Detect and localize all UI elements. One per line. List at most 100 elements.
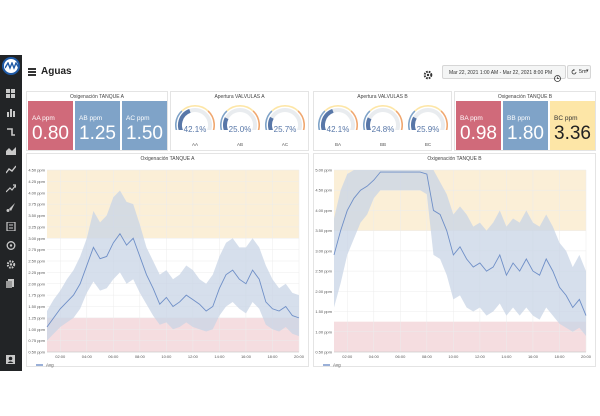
refresh-icon (571, 69, 577, 75)
y-tick-label: 3.25 ppm (28, 224, 45, 229)
trend-icon[interactable] (6, 184, 16, 193)
x-tick-label: 04:00 (82, 354, 93, 359)
tank-a-line-chart[interactable]: 0.50 ppm 0.75 ppm 1.00 ppm 1.25 ppm 1.50 ppm… (27, 154, 310, 368)
tank-b-stats-panel: Oxigenación TANQUE B BA ppm 0.98 BB ppm … (454, 91, 596, 151)
gauge-threshold-2 (207, 110, 215, 130)
gauge-threshold-2 (440, 110, 448, 130)
x-tick-label: 02:00 (342, 354, 353, 359)
x-tick-label: 02:00 (55, 354, 66, 359)
list-icon[interactable] (6, 222, 16, 231)
y-tick-label: 1.50 ppm (28, 304, 45, 309)
legend-label[interactable]: Avg (46, 363, 54, 368)
legend-label[interactable]: Avg (333, 363, 341, 368)
gauge-label: BA (334, 142, 341, 147)
dashboards-icon[interactable] (6, 89, 16, 98)
gauge-value: 42.1% (326, 125, 350, 134)
bar-chart-icon[interactable] (6, 108, 16, 117)
stat-value: 0.98 (460, 123, 497, 144)
valves-a-panel: Apertura VALVULAS A 42.1% AA 25.0% AB 25… (170, 91, 309, 151)
series-line-avg[interactable] (333, 171, 587, 316)
gauge-arc (265, 105, 305, 130)
panel-title[interactable]: Oxigenación TANQUE A (69, 94, 124, 100)
tank-a-stats-panel: Oxigenación TANQUE A AA ppm 0.80 AB ppm … (26, 91, 168, 151)
documents-icon[interactable] (6, 279, 16, 288)
x-tick-label: 14:00 (501, 354, 512, 359)
time-range-picker[interactable]: Mar 22, 2021 1:00 AM - Mar 22, 2021 8:00… (442, 65, 566, 79)
gauge-threshold-2 (395, 110, 403, 130)
x-tick-label: 20:00 (294, 354, 305, 359)
y-tick-label: 3.00 ppm (28, 236, 45, 241)
refresh-picker[interactable]: 5m ▾ (567, 65, 591, 79)
sidebar (0, 55, 22, 371)
gauge-threshold-1 (414, 105, 442, 112)
y-tick-label: 3.50 ppm (315, 228, 332, 233)
gauge-arc (363, 105, 403, 130)
y-tick-label: 0.75 ppm (28, 338, 45, 343)
gauge-threshold-0 (175, 110, 183, 130)
stat-label: AC ppm (126, 115, 150, 122)
y-tick-label: 4.50 ppm (315, 188, 332, 193)
gauge-bc: 25.9% BC (406, 100, 450, 150)
y-tick-label: 3.75 ppm (28, 202, 45, 207)
panel-title[interactable]: Oxigenación TANQUE B (427, 156, 482, 162)
gauge-threshold-0 (363, 110, 371, 130)
hamburger-icon[interactable] (28, 68, 36, 76)
y-tick-label: 1.75 ppm (28, 293, 45, 298)
dashboard-title[interactable]: Aguas (41, 66, 72, 77)
line-chart-icon[interactable] (6, 165, 16, 174)
y-tick-label: 2.25 ppm (28, 270, 45, 275)
gauge-fill (268, 116, 274, 130)
tank-b-chart-panel: Oxigenación TANQUE B 0.50 ppm 1.00 ppm 1.5… (313, 153, 597, 368)
y-tick-label: 3.50 ppm (28, 213, 45, 218)
gauge-threshold-0 (408, 110, 416, 130)
time-range-text: Mar 22, 2021 1:00 AM - Mar 22, 2021 8:00… (449, 70, 553, 76)
y-tick-label: 0.50 ppm (315, 350, 332, 355)
stat-bb: BB ppm 1.80 (503, 101, 548, 150)
panel-title[interactable]: Oxigenación TANQUE B (497, 94, 553, 100)
logo-icon[interactable] (2, 57, 20, 75)
panel-title[interactable]: Oxigenación TANQUE A (140, 156, 195, 162)
gauge-threshold-1 (324, 105, 352, 112)
area-chart-icon[interactable] (6, 146, 16, 155)
y-tick-label: 2.50 ppm (28, 259, 45, 264)
gear-icon[interactable] (423, 67, 433, 80)
brush-icon[interactable] (6, 203, 16, 212)
explore-icon[interactable] (6, 241, 16, 250)
stat-value: 3.36 (554, 123, 591, 144)
gauge-threshold-1 (181, 105, 209, 112)
gauge-value: 25.7% (273, 125, 297, 134)
panel-title[interactable]: Apertura VALVULAS B (357, 94, 408, 100)
y-tick-label: 2.00 ppm (28, 281, 45, 286)
stat-label: BB ppm (507, 115, 531, 122)
gauge-threshold-1 (271, 105, 299, 112)
stat-ba: BA ppm 0.98 (456, 101, 501, 150)
tank-b-line-chart[interactable]: 0.50 ppm 1.00 ppm 1.50 ppm 2.00 ppm 2.50 ppm… (314, 154, 597, 368)
stat-ab: AB ppm 1.25 (75, 101, 120, 150)
x-tick-label: 06:00 (108, 354, 119, 359)
gauge-label: BC (424, 142, 432, 147)
x-tick-label: 08:00 (135, 354, 146, 359)
chevron-down-icon: ▾ (586, 68, 589, 74)
stat-ac: AC ppm 1.50 (122, 101, 167, 150)
gauge-threshold-2 (252, 110, 260, 130)
y-tick-label: 0.50 ppm (28, 350, 45, 355)
gauge-bb: 24.8% BB (361, 100, 405, 150)
series-line-avg[interactable] (46, 232, 300, 328)
gauge-label: AB (236, 142, 243, 147)
threshold-band-0 (334, 321, 586, 352)
panel-title[interactable]: Apertura VALVULAS A (214, 94, 265, 100)
y-tick-label: 4.00 ppm (28, 190, 45, 195)
gauge-threshold-0 (318, 110, 326, 130)
user-icon[interactable] (6, 355, 16, 364)
x-tick-label: 16:00 (241, 354, 252, 359)
series-band (334, 170, 586, 336)
clock-icon[interactable] (554, 69, 561, 82)
gauge-label: AC (281, 142, 289, 147)
gauge-aa: 42.1% AA (173, 100, 217, 150)
stat-label: AA ppm (32, 115, 55, 122)
settings-icon[interactable] (6, 260, 16, 269)
y-tick-label: 1.00 ppm (315, 329, 332, 334)
pipe-icon[interactable] (6, 127, 16, 136)
stat-value: 1.50 (126, 123, 163, 144)
